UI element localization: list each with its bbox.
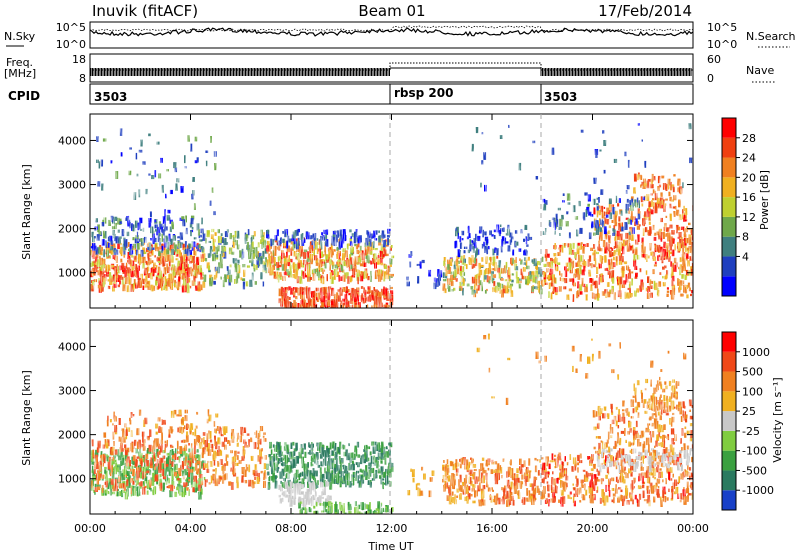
nsearch-trace (89, 25, 694, 32)
power-ylabel: Slant Range [km] (20, 164, 33, 260)
nave-trace (90, 62, 693, 71)
cpid-segment-3: 3503 (544, 90, 577, 104)
nave-tick-top: 60 (707, 53, 721, 66)
power-colorbar-swatch (722, 236, 736, 257)
power-colorbar-swatch (722, 157, 736, 178)
power-colorbar-swatch (722, 118, 736, 138)
power-panel: 1000 2000 3000 4000 Slant Range [km] 28 24 20… (20, 113, 771, 309)
power-colorbar-tick-label: 12 (742, 211, 756, 224)
power-colorbar-swatch (722, 216, 736, 237)
power-colorbar-swatch (722, 256, 736, 277)
power-y-tick-label: 3000 (58, 179, 86, 192)
freq-panel: Freq. [MHz] 18 8 60 0 Nave (4, 53, 776, 85)
power-colorbar-tick-label: 24 (742, 152, 756, 165)
power-map (90, 114, 693, 308)
power-colorbar-frame (721, 117, 737, 297)
power-colorbar-tick-label: 4 (742, 250, 749, 263)
power-colorbar-tick-label: 16 (742, 191, 756, 204)
nsky-panel: N.Sky 10^5 10^0 10^5 10^0 N.Search (4, 21, 796, 51)
nsky-tick-top: 10^5 (56, 21, 86, 34)
power-colorbar-swatch (722, 177, 736, 198)
nave-tick-bottom: 0 (707, 72, 714, 85)
power-y-tick-label: 2000 (58, 223, 86, 236)
velocity-echo (336, 513, 339, 514)
power-colorbar-tick-label: 20 (742, 171, 756, 184)
freq-label: Freq. (6, 56, 33, 69)
nsky-label: N.Sky (4, 30, 36, 43)
nsky-tick-bottom: 10^0 (56, 38, 86, 51)
freq-tick-top: 18 (72, 53, 86, 66)
velocity-echo (301, 513, 303, 514)
power-colorbar-label: Power [dB] (758, 170, 771, 230)
freq-tick-bottom: 8 (79, 72, 86, 85)
station-title: Inuvik (fitACF) (92, 2, 198, 20)
nave-label: Nave (746, 64, 774, 77)
power-colorbar-tick-label: 8 (742, 231, 749, 244)
power-colorbar-tick-label: 28 (742, 132, 756, 145)
power-colorbar-swatch (722, 197, 736, 217)
freq-unit-label: [MHz] (4, 67, 36, 80)
cpid-panel: CPID 3503 rbsp 200 3503 (8, 83, 694, 105)
beam-title: Beam 01 (358, 2, 425, 20)
power-colorbar-swatch (722, 276, 736, 296)
cpid-label: CPID (8, 89, 40, 103)
date-title: 17/Feb/2014 (598, 2, 692, 20)
velocity-map (90, 320, 693, 514)
cpid-segment-2: rbsp 200 (394, 86, 453, 100)
power-colorbar-swatch (722, 137, 736, 158)
power-y-tick-label: 1000 (58, 267, 86, 280)
power-y-tick-label: 4000 (58, 134, 86, 147)
cpid-segment-1: 3503 (94, 90, 127, 104)
nsearch-tick-top: 10^5 (707, 21, 737, 34)
nsearch-tick-bottom: 10^0 (707, 38, 737, 51)
nsearch-label: N.Search (746, 30, 796, 43)
